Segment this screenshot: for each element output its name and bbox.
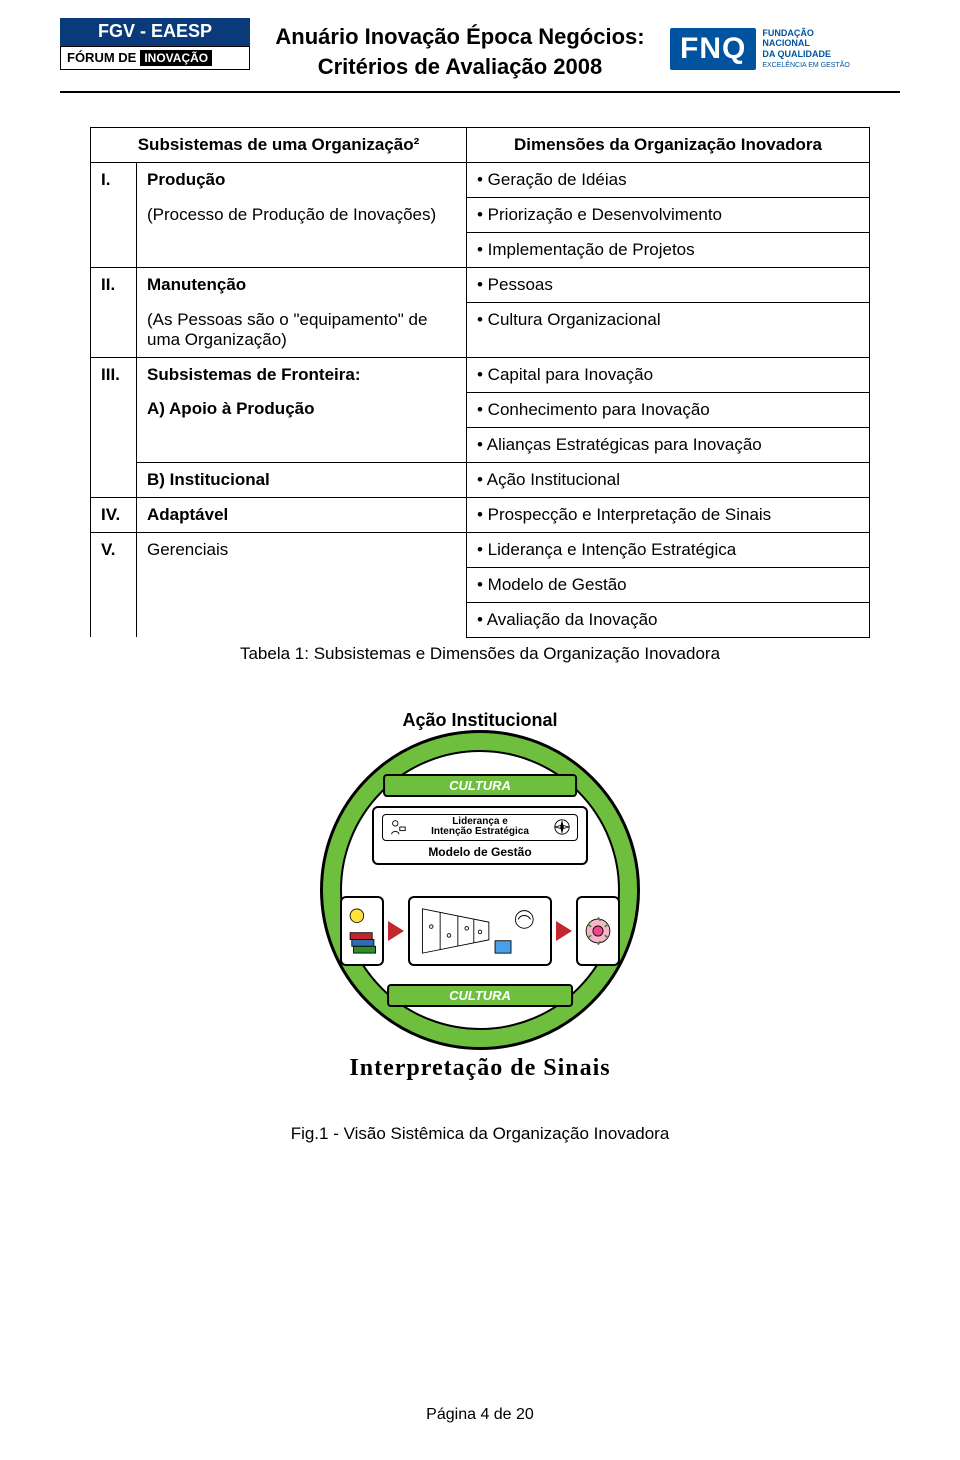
- subsystems-table: Subsistemas de uma Organização² Dimensõe…: [90, 127, 870, 638]
- col-a-header: Subsistemas de uma Organização²: [91, 128, 467, 163]
- row4-b: • Prospecção e Interpretação de Sinais: [467, 497, 870, 532]
- left-input-box: [340, 896, 384, 966]
- row1-b1: • Geração de Idéias: [467, 163, 870, 198]
- page-title: Anuário Inovação Época Negócios: Critéri…: [250, 18, 670, 81]
- title-line-2: Critérios de Avaliação 2008: [250, 52, 670, 82]
- modelo-text: Modelo de Gestão: [382, 845, 578, 859]
- logo-fgv-top: FGV - EAESP: [60, 18, 250, 46]
- row4-num: IV.: [91, 497, 137, 532]
- logo-fnq: FNQ FUNDAÇÃO NACIONAL DA QUALIDADE EXCEL…: [670, 18, 900, 80]
- table-caption: Tabela 1: Subsistemas e Dimensões da Org…: [60, 644, 900, 664]
- page-header: FGV - EAESP FÓRUM DE INOVAÇÃO Anuário In…: [60, 0, 900, 89]
- row5-b3: • Avaliação da Inovação: [467, 602, 870, 637]
- row3-a3: B) Institucional: [137, 462, 467, 497]
- row2-num: II.: [91, 268, 137, 358]
- logo-fgv: FGV - EAESP FÓRUM DE INOVAÇÃO: [60, 18, 250, 74]
- fnq-line2: NACIONAL: [762, 38, 850, 48]
- row4-a: Adaptável: [137, 497, 467, 532]
- figure-caption: Fig.1 - Visão Sistêmica da Organização I…: [60, 1124, 900, 1144]
- arc-text-bottom: Interpretação de Sinais: [270, 1055, 690, 1082]
- title-line-1: Anuário Inovação Época Negócios:: [250, 22, 670, 52]
- right-output-box: [576, 896, 620, 966]
- logo-fgv-bottom: FÓRUM DE INOVAÇÃO: [60, 46, 250, 70]
- lideranca-l1: Liderança e: [431, 817, 529, 828]
- row1-a2: (Processo de Produção de Inovações): [137, 198, 467, 268]
- row2-b1: • Pessoas: [467, 268, 870, 303]
- fnq-text: FUNDAÇÃO NACIONAL DA QUALIDADE EXCELÊNCI…: [762, 28, 850, 70]
- logo-forum-prefix: FÓRUM DE: [67, 50, 136, 65]
- row2-b2: • Cultura Organizacional: [467, 303, 870, 358]
- row2-a1: Manutenção: [137, 268, 467, 303]
- row3-a1: Subsistemas de Fronteira:: [137, 357, 467, 392]
- model-box: Liderança e Intenção Estratégica Modelo …: [372, 806, 588, 865]
- fnq-line1: FUNDAÇÃO: [762, 28, 850, 38]
- row5-b2: • Modelo de Gestão: [467, 567, 870, 602]
- row3-b4: • Ação Institucional: [467, 462, 870, 497]
- row3-b3: • Alianças Estratégicas para Inovação: [467, 427, 870, 462]
- compass-icon: [553, 818, 571, 836]
- arrow-right-icon: [556, 921, 572, 941]
- fnq-abbr: FNQ: [670, 28, 756, 70]
- row1-b2: • Priorização e Desenvolvimento: [467, 198, 870, 233]
- row1-num: I.: [91, 163, 137, 268]
- row3-num: III.: [91, 357, 137, 497]
- arrow-left-icon: [388, 921, 404, 941]
- cultura-band-top: CULTURA: [383, 774, 577, 797]
- arc-text-top: Ação Institucional: [270, 710, 690, 731]
- row3-a2: A) Apoio à Produção: [137, 392, 467, 462]
- row5-b1: • Liderança e Intenção Estratégica: [467, 532, 870, 567]
- row1-a1: Produção: [137, 163, 467, 198]
- cultura-band-bottom: CULTURA: [387, 984, 573, 1007]
- row1-b3: • Implementação de Projetos: [467, 233, 870, 268]
- row5-a: Gerenciais: [137, 532, 467, 637]
- row3-b2: • Conhecimento para Inovação: [467, 392, 870, 427]
- funnel-box: [408, 896, 552, 966]
- row2-a2: (As Pessoas são o "equipamento" de uma O…: [137, 303, 467, 358]
- funnel-zone: [340, 886, 620, 976]
- row3-b1: • Capital para Inovação: [467, 357, 870, 392]
- fnq-line3: DA QUALIDADE: [762, 49, 850, 59]
- leadership-box: Liderança e Intenção Estratégica: [382, 814, 578, 841]
- fnq-tag: EXCELÊNCIA EM GESTÃO: [762, 62, 850, 70]
- page-footer: Página 4 de 20: [0, 1406, 960, 1424]
- lideranca-l2: Intenção Estratégica: [431, 827, 529, 838]
- header-divider: [60, 91, 900, 93]
- row5-num: V.: [91, 532, 137, 637]
- logo-forum-box: INOVAÇÃO: [140, 50, 212, 66]
- leadership-text: Liderança e Intenção Estratégica: [431, 817, 529, 838]
- figure-systemic-vision: Ação Institucional CULTURA Liderança e I…: [270, 710, 690, 1070]
- person-icon: [389, 818, 407, 836]
- col-b-header: Dimensões da Organização Inovadora: [467, 128, 870, 163]
